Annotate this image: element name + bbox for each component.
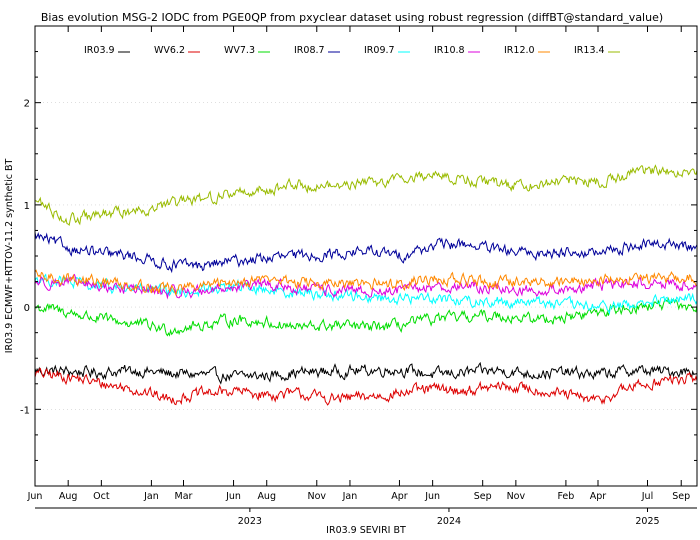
x-tick-label: Aug bbox=[257, 491, 276, 502]
x-tick-label: Sep bbox=[672, 491, 690, 502]
x-tick-label: Oct bbox=[93, 491, 110, 502]
series-line-ir108 bbox=[34, 273, 698, 300]
legend-label: WV7.3 bbox=[224, 45, 255, 56]
x-tick-label: Sep bbox=[474, 491, 492, 502]
y-tick-label: -1 bbox=[20, 405, 30, 416]
chart-title: Bias evolution MSG-2 IODC from PGE0QP fr… bbox=[41, 11, 663, 24]
y-axis: -1 0 1 2 bbox=[20, 51, 697, 461]
legend-label: IR10.8 bbox=[434, 45, 465, 56]
x-tick-label: Jan bbox=[143, 491, 159, 502]
y-tick-label: 1 bbox=[24, 201, 30, 212]
y-tick-label: 0 bbox=[24, 303, 30, 314]
x-axis: Jun Aug Oct Jan Mar Jun Aug Nov Jan Apr Jun Sep Nov F… bbox=[27, 26, 697, 527]
x-tick-label: Mar bbox=[175, 491, 193, 502]
x-tick-label: Nov bbox=[507, 491, 526, 502]
legend-label: IR13.4 bbox=[574, 45, 605, 56]
legend-label: IR12.0 bbox=[504, 45, 535, 56]
x-tick-label: Apr bbox=[590, 491, 607, 502]
series-lines bbox=[34, 164, 698, 406]
series-line-wv73 bbox=[34, 297, 698, 337]
x-tick-label: Jun bbox=[225, 491, 241, 502]
legend-label: IR08.7 bbox=[294, 45, 325, 56]
series-line-ir120 bbox=[34, 269, 698, 297]
x-tick-label: Jan bbox=[342, 491, 358, 502]
y-axis-label: IR03.9 ECMWF+RTTOV-11.2 synthetic BT bbox=[4, 159, 15, 354]
year-label: 2023 bbox=[238, 516, 262, 527]
y-tick-label: 2 bbox=[24, 99, 30, 110]
series-line-ir039 bbox=[34, 361, 698, 385]
x-tick-label: Jun bbox=[424, 491, 440, 502]
x-tick-label: Feb bbox=[557, 491, 574, 502]
x-tick-label: Nov bbox=[307, 491, 326, 502]
legend: IR03.9 WV6.2 WV7.3 IR08.7 IR09.7 IR10.8 IR12.0… bbox=[84, 45, 620, 56]
year-label: 2025 bbox=[635, 516, 659, 527]
year-label: 2024 bbox=[437, 516, 461, 527]
series-line-ir134 bbox=[34, 164, 698, 226]
legend-label: WV6.2 bbox=[154, 45, 185, 56]
x-tick-label: Jul bbox=[641, 491, 653, 502]
x-tick-label: Jun bbox=[27, 491, 43, 502]
x-axis-label: IR03.9 SEVIRI BT bbox=[326, 525, 406, 536]
x-tick-label: Aug bbox=[59, 491, 78, 502]
series-line-wv62 bbox=[34, 367, 698, 406]
legend-label: IR09.7 bbox=[364, 45, 395, 56]
legend-label: IR03.9 bbox=[84, 45, 115, 56]
x-tick-label: Apr bbox=[391, 491, 408, 502]
series-line-ir087 bbox=[34, 231, 698, 274]
